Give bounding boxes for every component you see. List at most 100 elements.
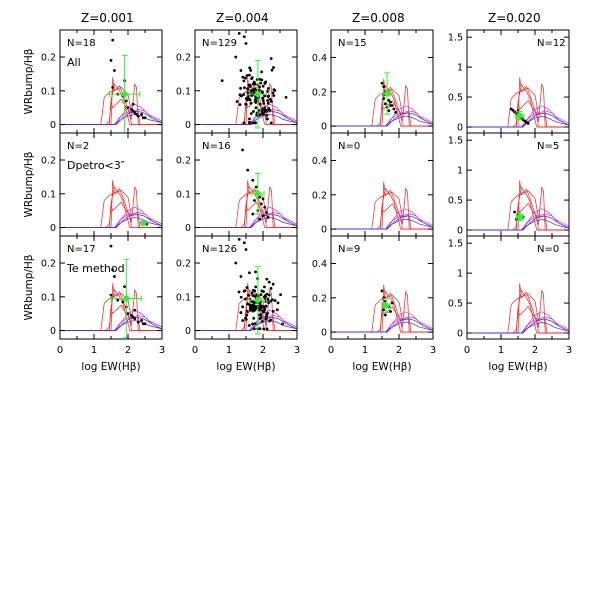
data-point xyxy=(239,311,243,314)
y-tick-label: 0.5 xyxy=(448,196,463,207)
x-tick-label: 0 xyxy=(57,345,63,356)
y-tick-label: 0.2 xyxy=(41,53,56,64)
red-track-1 xyxy=(467,180,569,231)
x-tick-label: 1 xyxy=(91,345,97,356)
panel-count: N=0 xyxy=(338,141,360,152)
data-point xyxy=(248,303,251,307)
data-point xyxy=(250,291,254,295)
data-point xyxy=(249,112,253,116)
y-tick-label: 0 xyxy=(321,225,327,236)
data-point xyxy=(254,306,258,310)
panel-r1-c1: 0 0.1 0.2 N=16 xyxy=(176,132,298,237)
y-tick-label: 0 xyxy=(50,223,56,234)
red-track-3 xyxy=(331,191,433,230)
data-point xyxy=(513,210,516,214)
magenta-track-0 xyxy=(331,316,433,333)
model-tracks xyxy=(467,180,569,231)
data-point xyxy=(116,298,120,302)
data-point xyxy=(136,320,140,324)
data-point xyxy=(246,87,249,91)
data-point xyxy=(252,91,256,95)
data-point xyxy=(389,104,392,107)
magenta-track-1 xyxy=(60,309,162,331)
data-point xyxy=(258,327,262,331)
data-point xyxy=(264,304,268,308)
blue-track-0 xyxy=(467,219,569,231)
data-point xyxy=(380,289,384,293)
data-point xyxy=(244,316,247,320)
blue-track-1 xyxy=(331,215,433,230)
data-point xyxy=(243,86,246,90)
blue-track-0 xyxy=(195,217,297,228)
data-point xyxy=(131,315,135,319)
data-point xyxy=(131,102,135,106)
mean-point xyxy=(254,190,261,197)
y-tick-label: 0.1 xyxy=(176,189,191,200)
data-point xyxy=(264,317,268,321)
data-point xyxy=(239,69,243,72)
magenta-track-1 xyxy=(467,105,569,128)
red-track-2 xyxy=(331,187,433,230)
data-point xyxy=(248,117,251,121)
data-point xyxy=(251,288,255,292)
panel-count: N=2 xyxy=(67,141,89,152)
y-tick-label: 0.4 xyxy=(312,156,327,167)
data-point xyxy=(143,116,147,120)
model-tracks xyxy=(467,283,569,334)
red-track-3 xyxy=(467,190,569,231)
y-tick-label: 0.1 xyxy=(176,86,191,97)
data-point xyxy=(249,68,253,72)
mean-point xyxy=(121,91,128,98)
y-tick-label: 1.5 xyxy=(448,33,463,44)
red-track-3 xyxy=(467,293,569,334)
data-point xyxy=(267,293,271,297)
column-title-3: Z=0.020 xyxy=(488,11,541,25)
data-point xyxy=(269,121,273,125)
panel-r0-c0: 0 0.1 0.2 N=18 All xyxy=(41,29,163,134)
data-point xyxy=(261,304,265,308)
data-point xyxy=(273,89,277,92)
data-point xyxy=(241,305,245,309)
data-point xyxy=(261,99,265,103)
data-point xyxy=(253,87,256,91)
data-point xyxy=(237,290,241,294)
blue-track-0 xyxy=(331,115,433,127)
data-point xyxy=(133,317,137,321)
panel-r2-c3: 0 0.5 1 1.5 N=0 xyxy=(448,235,570,340)
data-point xyxy=(264,315,268,319)
panel-r1-c2: 0 0.2 0.4 N=0 xyxy=(312,132,434,237)
red-track-3 xyxy=(467,87,569,128)
data-point xyxy=(245,309,249,313)
data-point xyxy=(261,112,265,116)
panel-count: N=9 xyxy=(338,244,360,255)
data-point xyxy=(124,99,128,103)
panel-count: N=17 xyxy=(67,244,96,255)
data-point xyxy=(252,316,256,320)
panel-r0-c1: 0 0.1 0.2 N=129 xyxy=(176,29,298,134)
data-point xyxy=(247,293,250,297)
data-point xyxy=(254,185,258,189)
panel-count: N=0 xyxy=(537,244,559,255)
x-tick-label: 3 xyxy=(566,345,572,356)
x-tick-label: 0 xyxy=(328,345,334,356)
blue-track-1 xyxy=(195,213,297,228)
data-point xyxy=(253,121,257,125)
data-point xyxy=(249,101,253,105)
data-point xyxy=(270,68,274,72)
data-point xyxy=(270,298,274,302)
x-tick-label: 3 xyxy=(294,345,300,356)
data-point xyxy=(248,84,252,88)
mean-point xyxy=(140,220,147,227)
data-point xyxy=(109,58,113,62)
x-tick-label: 2 xyxy=(532,345,538,356)
data-point xyxy=(384,102,387,106)
red-track-2 xyxy=(467,186,569,231)
x-tick-label: 0 xyxy=(464,345,470,356)
data-point xyxy=(259,202,263,206)
data-point xyxy=(271,282,275,286)
data-point xyxy=(250,89,253,93)
data-point xyxy=(284,95,288,99)
model-tracks xyxy=(60,180,162,228)
data-point xyxy=(260,78,264,82)
magenta-track-1 xyxy=(331,208,433,230)
